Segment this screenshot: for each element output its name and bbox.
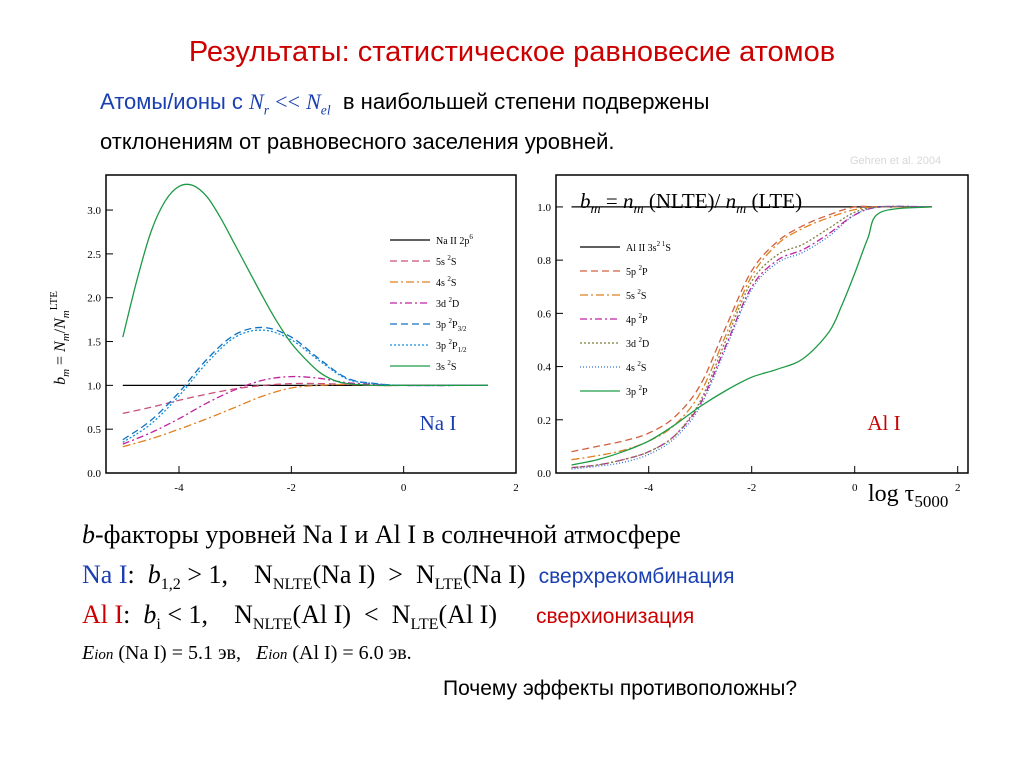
al-y-tick-label: 0.8	[537, 255, 551, 267]
al-legend-label-0: Al II 3s2 1S	[626, 240, 671, 254]
na-y-tick-label: 3.0	[87, 205, 101, 217]
formula-op: <<	[275, 89, 300, 114]
na-legend-label-1: 5s 2S	[436, 254, 456, 268]
al-legend-label-4: 3d 2D	[626, 336, 649, 350]
na-y-tick-label: 0.0	[87, 468, 101, 480]
na-legend-label-2: 4s 2S	[436, 275, 456, 289]
na-legend-label-3: 3d 2D	[436, 296, 459, 310]
question-text: Почему эффекты противоположны?	[443, 677, 798, 700]
al-chart: -4 -2 0 2 0.0 0.2 0.4 0.6 0.8 1.0 Al II 3s2 1S 5p …	[537, 174, 969, 511]
al-series-line-3	[571, 205, 933, 469]
al-legend: Al II 3s2 1S 5p 2P 5s 2S 4p 2P 3d 2D 4s 2S 3p …	[580, 240, 671, 398]
al-series-line-1	[571, 205, 932, 453]
na-x-tick-label: -2	[287, 482, 296, 494]
na-legend-label-4: 3p 2P3/2	[436, 317, 467, 333]
al-series-line-4	[571, 205, 933, 469]
al-legend-label-3: 4p 2P	[626, 312, 648, 326]
na-y-tick-label: 2.0	[87, 293, 101, 305]
intro-text: Атомы/ионы с Nr << Nel в наибольшей степ…	[100, 86, 709, 158]
na-legend: Na II 2p6 5s 2S 4s 2S 3d 2D 3p 2P3/2 3p 2P1/2…	[390, 233, 473, 373]
na-y-axis-label: bm = Nm/NmLTE	[48, 291, 72, 385]
na-y-tick-label: 1.5	[87, 337, 101, 349]
al-x-axis-label: log τ5000	[868, 481, 948, 511]
bullet-line-al: Al I: bi < 1, NNLTE(Al I) < NLTE(Al I) с…	[82, 600, 695, 634]
al-plot-frame	[555, 174, 969, 474]
formula-nr: Nr	[249, 89, 270, 118]
al-x-tick-label: -4	[644, 482, 654, 494]
na-label: Na I	[82, 560, 128, 589]
al-y-tick-label: 0.6	[537, 308, 551, 320]
al-legend-label-2: 5s 2S	[626, 288, 646, 302]
al-axes: -4 -2 0 2 0.0 0.2 0.4 0.6 0.8 1.0	[537, 202, 960, 494]
intro-prefix: Атомы/ионы с	[100, 89, 243, 114]
al-legend-label-5: 4s 2S	[626, 360, 646, 374]
na-legend-label-0: Na II 2p6	[436, 233, 473, 247]
al-y-tick-label: 0.2	[537, 415, 551, 427]
al-legend-label-1: 5p 2P	[626, 264, 648, 278]
na-y-tick-label: 0.5	[87, 424, 101, 436]
al-chart-title: bm = nm (NLTE)/ nm (LTE)	[580, 189, 802, 217]
al-panel-label: Al I	[867, 411, 900, 435]
al-series-line-2	[571, 206, 933, 461]
credit-text: Gehren et al. 2004	[850, 155, 942, 167]
na-effect: сверхрекомбинация	[538, 565, 735, 588]
na-series-line-1	[122, 382, 488, 415]
na-series-line-4	[122, 326, 488, 441]
al-x-tick-label: -2	[747, 482, 756, 494]
na-x-tick-label: -4	[174, 482, 184, 494]
al-y-tick-label: 0.4	[537, 362, 551, 374]
na-legend-label-6: 3s 2S	[436, 359, 456, 373]
al-legend-label-6: 3p 2P	[626, 384, 648, 398]
na-series-line-5	[122, 329, 488, 443]
na-y-tick-label: 1.0	[87, 380, 101, 392]
al-effect: сверхионизация	[536, 605, 695, 628]
al-series-group	[571, 205, 933, 470]
al-x-tick-label: 0	[852, 482, 858, 494]
bullet-line-na: Na I: b1,2 > 1, NNLTE(Na I) > NLTE(Na I)…	[82, 560, 735, 594]
charts-svg: -4 -2 0 2 0.0 0.5 1.0 1.5 2.0 2.5 3.0 Na II 2p6 5s …	[48, 174, 969, 511]
na-series-group	[122, 183, 488, 448]
intro-line-1: Атомы/ионы с Nr << Nel в наибольшей степ…	[100, 86, 709, 126]
bullet-line-eion: Eion (Na I) = 5.1 эв, Eion (Al I) = 6.0 …	[82, 642, 412, 664]
na-x-tick-label: 2	[513, 482, 519, 494]
bullet-line-1: b-факторы уровней Na I и Al I в солнечно…	[82, 520, 681, 549]
al-y-tick-label: 0.0	[537, 468, 551, 480]
na-x-tick-label: 0	[401, 482, 407, 494]
al-x-tick-label: 2	[955, 482, 961, 494]
intro-line-2: отклонениям от равновесного заселения ур…	[100, 129, 615, 155]
al-y-tick-label: 1.0	[537, 202, 551, 214]
al-label: Al I	[82, 600, 124, 629]
na-series-line-6	[122, 183, 488, 387]
na-y-tick-label: 2.5	[87, 249, 101, 261]
na-chart: -4 -2 0 2 0.0 0.5 1.0 1.5 2.0 2.5 3.0 Na II 2p6 5s …	[48, 174, 519, 494]
slide-title: Результаты: статистическое равновесие ат…	[188, 36, 836, 68]
formula-nel: Nel	[306, 89, 331, 118]
na-axes: -4 -2 0 2 0.0 0.5 1.0 1.5 2.0 2.5 3.0	[87, 205, 519, 494]
na-plot-frame	[105, 174, 517, 474]
na-panel-label: Na I	[420, 411, 457, 435]
na-legend-label-5: 3p 2P1/2	[436, 338, 467, 354]
al-series-line-6	[571, 206, 933, 466]
intro-line1-rest: в наибольшей степени подвержены	[342, 89, 710, 114]
